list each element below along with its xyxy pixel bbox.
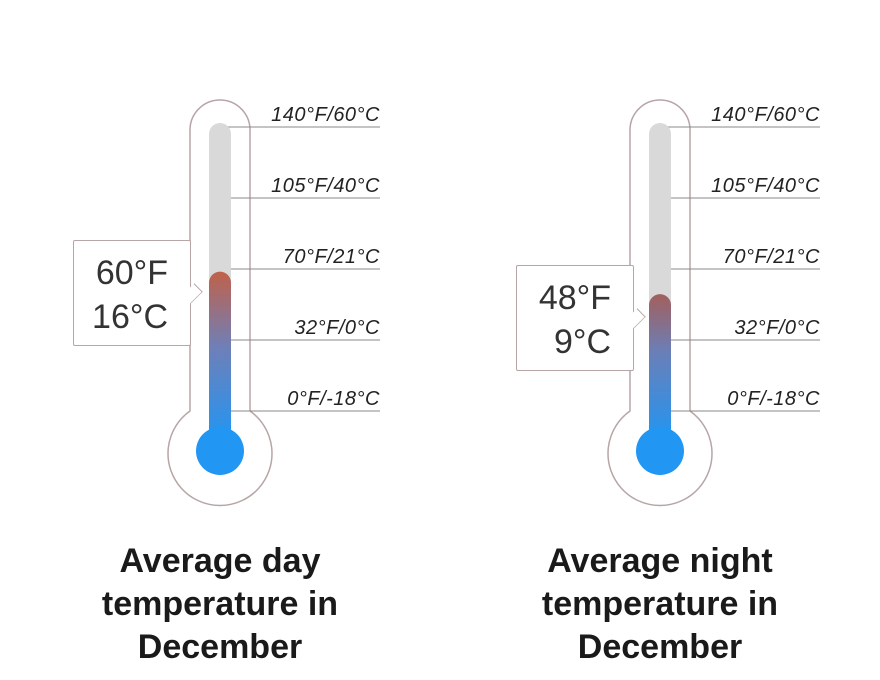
day-reading-celsius: 16°C	[92, 298, 168, 336]
scale-label-105f: 105°F/40°C	[271, 175, 380, 197]
night-reading-celsius: 9°C	[553, 323, 611, 361]
day-thermometer-graphic	[167, 99, 380, 507]
scale-label-70f: 70°F/21°C	[282, 246, 380, 268]
scale-label-140f: 140°F/60°C	[271, 104, 380, 126]
scale-label-32f: 32°F/0°C	[734, 317, 820, 339]
night-reading-callout: 48°F 9°C	[516, 265, 646, 371]
thermometer-bulb	[636, 427, 684, 475]
day-reading-callout: 60°F 16°C	[73, 240, 203, 346]
mercury-column	[209, 271, 231, 440]
scale-lines	[660, 126, 820, 412]
day-reading-fahrenheit: 60°F	[95, 254, 168, 292]
day-thermometer-panel: 140°F/60°C 105°F/40°C 70°F/21°C 32°F/0°C…	[73, 99, 380, 666]
scale-label-0f: 0°F/-18°C	[287, 388, 380, 410]
night-reading-fahrenheit: 48°F	[538, 279, 611, 317]
scale-label-140f: 140°F/60°C	[711, 104, 820, 126]
night-caption: Average night temperature in December	[541, 542, 779, 666]
scale-label-105f: 105°F/40°C	[711, 175, 820, 197]
scale-label-32f: 32°F/0°C	[294, 317, 380, 339]
scale-lines	[220, 126, 380, 412]
night-thermometer-graphic	[607, 99, 820, 507]
scale-label-70f: 70°F/21°C	[722, 246, 820, 268]
day-caption: Average day temperature in December	[101, 542, 339, 666]
thermometer-bulb	[196, 427, 244, 475]
night-thermometer-panel: 140°F/60°C 105°F/40°C 70°F/21°C 32°F/0°C…	[440, 0, 880, 680]
scale-label-0f: 0°F/-18°C	[727, 388, 820, 410]
mercury-column	[649, 294, 671, 440]
